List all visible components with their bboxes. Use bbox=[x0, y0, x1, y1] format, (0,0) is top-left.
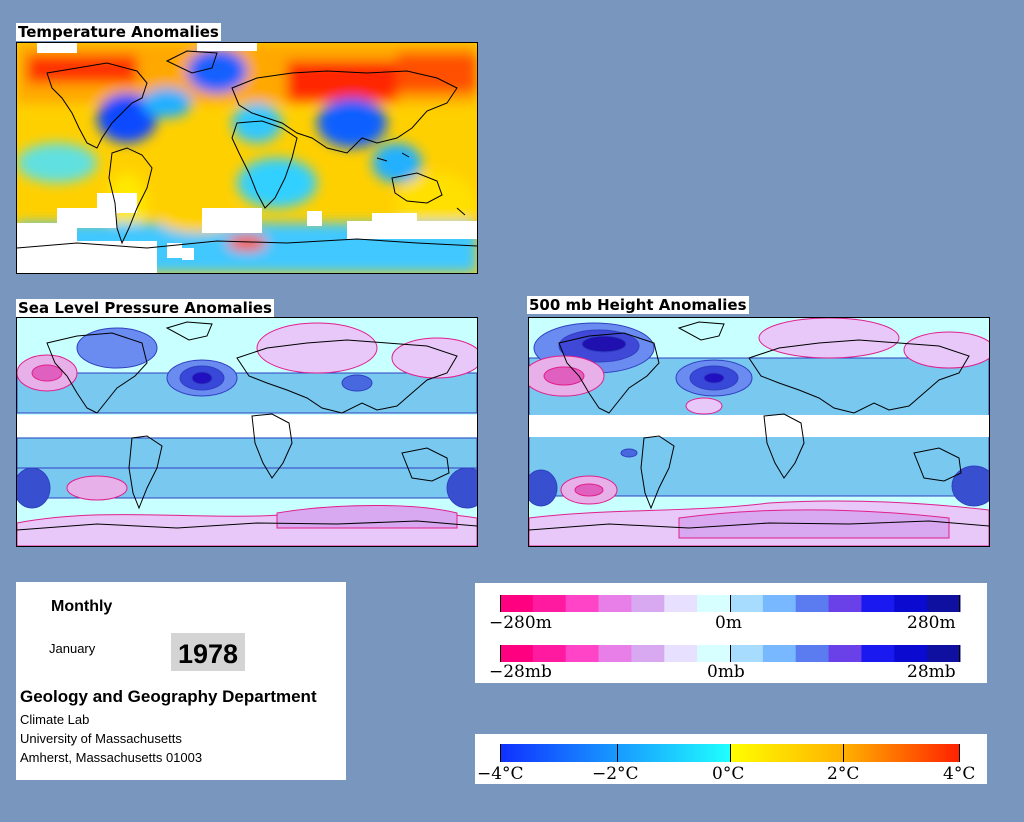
temp-scale-minus2-label: −2°C bbox=[592, 764, 639, 784]
scale-swatch bbox=[894, 645, 928, 662]
department-label: Geology and Geography Department bbox=[20, 687, 317, 706]
temperature-color-scale: −4°C −2°C 0°C 2°C 4°C bbox=[475, 734, 987, 784]
pressure-scale-max-label: 28mb bbox=[907, 662, 956, 682]
lab-label: Climate Lab bbox=[20, 712, 90, 727]
scale-swatch bbox=[795, 645, 830, 662]
scale-swatch bbox=[795, 595, 830, 612]
scale-swatch bbox=[697, 595, 731, 612]
scale-swatch bbox=[598, 595, 632, 612]
scale-swatch bbox=[631, 595, 665, 612]
height-scale-bar bbox=[500, 595, 961, 612]
scale-swatch bbox=[631, 645, 665, 662]
scale-swatch bbox=[927, 595, 961, 612]
temp-scale-zero-label: 0°C bbox=[712, 764, 744, 784]
temperature-map-title: Temperature Anomalies bbox=[16, 23, 221, 41]
scale-swatch bbox=[861, 645, 895, 662]
height500-map bbox=[528, 317, 990, 547]
pressure-scale-zero-label: 0mb bbox=[707, 662, 745, 682]
scale-swatch bbox=[532, 595, 567, 612]
scale-swatch bbox=[828, 645, 862, 662]
temperature-anomaly-map bbox=[16, 42, 478, 274]
period-label: Monthly bbox=[51, 598, 113, 615]
height500-map-title: 500 mb Height Anomalies bbox=[527, 296, 749, 314]
month-label: January bbox=[49, 641, 96, 656]
scale-swatch bbox=[730, 645, 764, 662]
scale-swatch bbox=[762, 595, 797, 612]
sea-level-pressure-map bbox=[16, 317, 478, 547]
scale-swatch bbox=[828, 595, 862, 612]
scale-swatch bbox=[500, 595, 534, 612]
scale-swatch bbox=[565, 595, 600, 612]
scale-swatch bbox=[500, 645, 534, 662]
scale-swatch bbox=[532, 645, 567, 662]
height-scale-max-label: 280m bbox=[907, 613, 956, 633]
scale-swatch bbox=[730, 595, 764, 612]
scale-swatch bbox=[861, 595, 895, 612]
scale-swatch bbox=[598, 645, 632, 662]
height-scale-zero-label: 0m bbox=[715, 613, 742, 633]
pressure-scale-bar bbox=[500, 645, 961, 662]
temp-scale-plus4-label: 4°C bbox=[943, 764, 975, 784]
scale-swatch bbox=[664, 645, 698, 662]
scale-swatch bbox=[565, 645, 600, 662]
scale-swatch bbox=[697, 645, 731, 662]
info-panel: Monthly January 1978 Geology and Geograp… bbox=[16, 582, 346, 780]
address-label: Amherst, Massachusetts 01003 bbox=[20, 750, 203, 765]
scale-swatch bbox=[927, 645, 961, 662]
temp-scale-minus4-label: −4°C bbox=[477, 764, 524, 784]
scale-swatch bbox=[664, 595, 698, 612]
height-scale-min-label: −280m bbox=[489, 613, 552, 633]
temperature-scale-ticks bbox=[500, 744, 960, 762]
scale-swatch bbox=[762, 645, 797, 662]
slp-map-title: Sea Level Pressure Anomalies bbox=[16, 299, 274, 317]
pressure-scale-min-label: −28mb bbox=[489, 662, 552, 682]
year-label: 1978 bbox=[171, 633, 245, 671]
scale-swatch bbox=[894, 595, 928, 612]
temp-scale-plus2-label: 2°C bbox=[827, 764, 859, 784]
anomaly-color-scale: −280m 0m 280m −28mb 0mb 28mb bbox=[475, 583, 987, 683]
university-label: University of Massachusetts bbox=[20, 731, 182, 746]
